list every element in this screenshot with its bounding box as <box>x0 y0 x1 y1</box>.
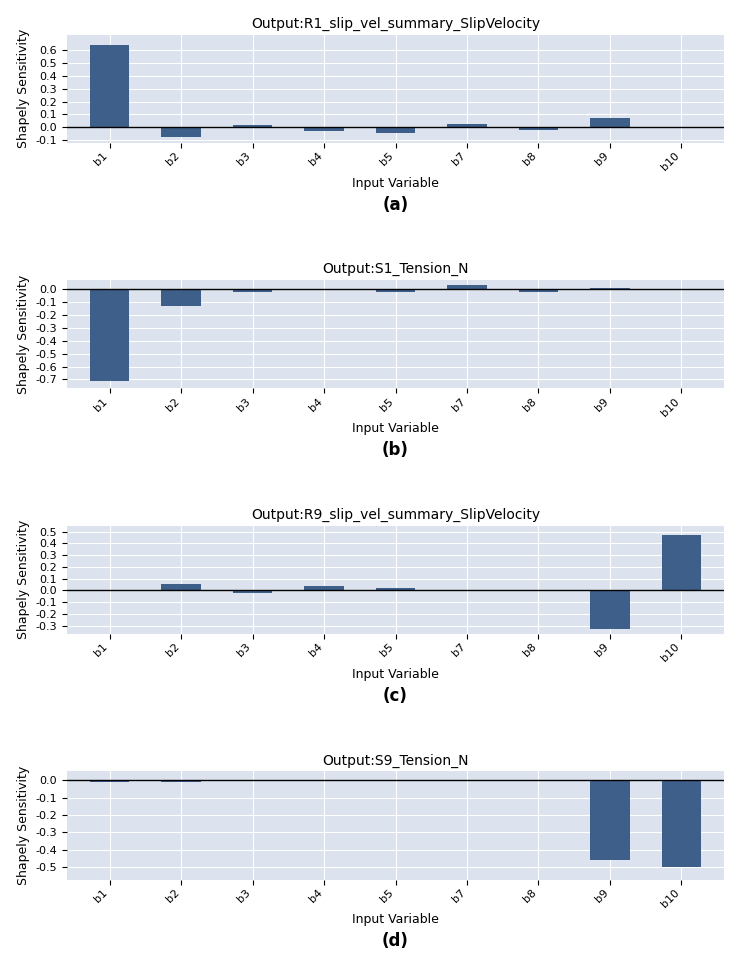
Y-axis label: Shapely Sensitivity: Shapely Sensitivity <box>17 29 30 148</box>
Y-axis label: Shapely Sensitivity: Shapely Sensitivity <box>16 275 30 394</box>
Bar <box>662 535 701 591</box>
Bar <box>162 780 201 781</box>
Bar <box>376 128 415 132</box>
Bar <box>305 128 344 132</box>
Bar <box>376 588 415 591</box>
Bar <box>448 124 487 128</box>
Title: Output:R9_slip_vel_summary_SlipVelocity: Output:R9_slip_vel_summary_SlipVelocity <box>251 508 540 522</box>
X-axis label: Input Variable: Input Variable <box>352 667 439 681</box>
Bar <box>376 289 415 292</box>
Title: Output:S1_Tension_N: Output:S1_Tension_N <box>322 262 469 277</box>
Bar <box>662 289 701 290</box>
Bar <box>519 289 558 292</box>
Bar <box>662 780 701 867</box>
Bar <box>519 128 558 130</box>
Bar <box>233 591 272 594</box>
Y-axis label: Shapely Sensitivity: Shapely Sensitivity <box>16 766 30 885</box>
Y-axis label: Shapely Sensitivity: Shapely Sensitivity <box>16 520 30 639</box>
Title: Output:R1_slip_vel_summary_SlipVelocity: Output:R1_slip_vel_summary_SlipVelocity <box>251 16 540 31</box>
Bar <box>90 289 129 381</box>
Bar <box>162 584 201 591</box>
Bar <box>591 591 630 630</box>
Bar <box>233 125 272 128</box>
Text: (a): (a) <box>382 195 408 214</box>
Bar <box>448 285 487 289</box>
Bar <box>591 288 630 289</box>
Text: (c): (c) <box>383 687 408 705</box>
Text: (d): (d) <box>382 932 409 951</box>
X-axis label: Input Variable: Input Variable <box>352 423 439 435</box>
Bar <box>591 118 630 128</box>
Text: (b): (b) <box>382 441 409 459</box>
X-axis label: Input Variable: Input Variable <box>352 177 439 190</box>
Bar <box>591 780 630 861</box>
X-axis label: Input Variable: Input Variable <box>352 913 439 926</box>
Title: Output:S9_Tension_N: Output:S9_Tension_N <box>322 753 469 768</box>
Bar <box>162 128 201 137</box>
Bar <box>90 780 129 781</box>
Bar <box>162 289 201 306</box>
Bar <box>90 44 129 128</box>
Bar <box>305 586 344 591</box>
Bar <box>233 289 272 292</box>
